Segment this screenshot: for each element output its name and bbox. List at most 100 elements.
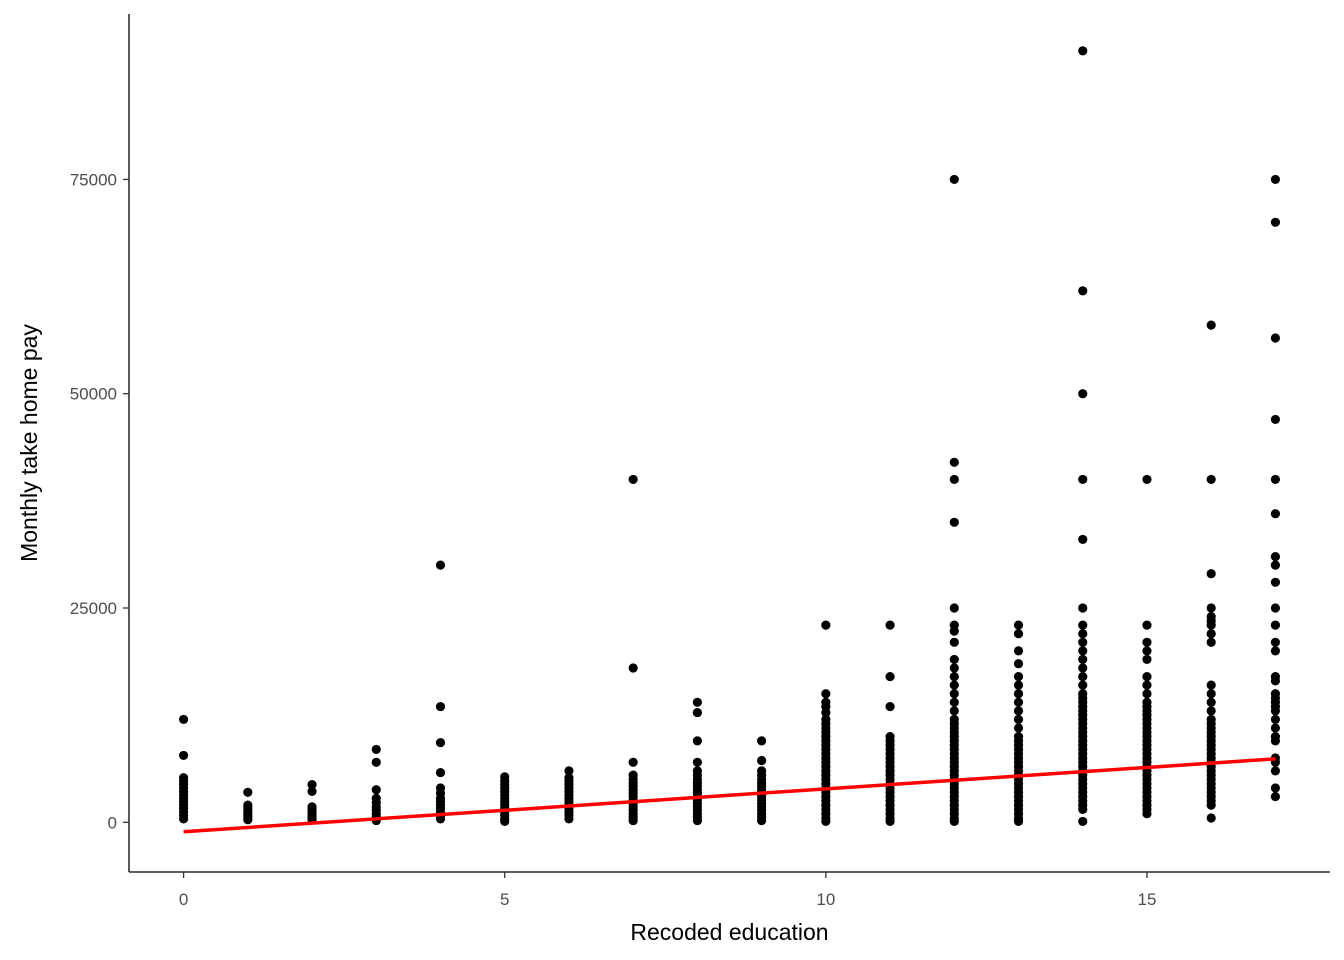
data-point [1013, 816, 1024, 827]
data-point [1078, 804, 1088, 815]
data-point [692, 736, 702, 746]
data-point [1270, 723, 1281, 733]
data-point [757, 755, 767, 766]
y-tick-label: 25000 [70, 599, 117, 618]
data-point [1206, 320, 1216, 330]
data-point [757, 736, 767, 746]
data-point [885, 701, 895, 712]
data-point [1142, 620, 1152, 630]
data-point [1270, 637, 1281, 647]
data-point [1270, 577, 1281, 587]
data-point [435, 814, 446, 824]
data-point [1270, 603, 1281, 613]
data-point [435, 701, 446, 712]
data-point [1270, 174, 1281, 185]
trend-line [183, 757, 1276, 834]
data-point [435, 560, 446, 570]
data-point [307, 779, 317, 790]
data-point [949, 697, 959, 707]
data-point [1013, 723, 1024, 733]
data-point [949, 663, 959, 673]
data-point [1013, 714, 1024, 725]
data-point [1142, 654, 1152, 665]
data-point [1013, 659, 1024, 669]
data-point [1142, 637, 1152, 647]
data-point [1206, 620, 1216, 630]
data-point [435, 767, 446, 778]
data-point [1078, 46, 1088, 56]
data-point [371, 785, 381, 795]
data-point [1270, 714, 1281, 725]
data-point [1142, 689, 1152, 699]
data-point [1013, 689, 1024, 699]
data-point [628, 815, 638, 826]
data-point [1206, 697, 1216, 707]
data-point [1270, 676, 1281, 686]
data-point [949, 474, 959, 485]
data-point [1206, 629, 1216, 639]
data-point [1078, 603, 1088, 613]
data-point [821, 620, 831, 630]
data-point [1270, 414, 1281, 425]
data-point [628, 474, 638, 485]
data-point [1206, 474, 1216, 485]
trend-layer [183, 757, 1276, 834]
y-tick-label: 50000 [70, 385, 117, 404]
data-point [949, 457, 959, 467]
data-point [949, 626, 959, 636]
data-point [949, 174, 959, 185]
data-point [1270, 217, 1281, 227]
data-point [692, 697, 702, 707]
data-point [949, 517, 959, 527]
x-tick-label: 15 [1137, 890, 1156, 909]
data-point [178, 814, 189, 824]
data-point [821, 707, 831, 718]
data-point [885, 671, 895, 682]
data-point [1142, 680, 1152, 690]
data-point [1013, 697, 1024, 707]
data-point [1206, 637, 1216, 647]
data-point [949, 603, 959, 613]
data-point [949, 637, 959, 647]
data-point [885, 620, 895, 630]
data-point [1206, 706, 1216, 716]
x-axis-title: Recoded education [630, 919, 828, 945]
data-point [1206, 569, 1216, 579]
data-point [1270, 736, 1281, 746]
data-point [821, 816, 831, 827]
data-point [1270, 791, 1281, 802]
data-point [1270, 766, 1281, 776]
data-point [564, 766, 574, 776]
data-point [1078, 620, 1088, 630]
data-point [500, 816, 510, 827]
y-axis-title: Monthly take home pay [16, 324, 42, 562]
data-point [1270, 474, 1281, 485]
data-point [1270, 333, 1281, 343]
y-tick-label: 0 [108, 813, 117, 832]
data-point [628, 663, 638, 673]
data-point [243, 787, 253, 797]
points-layer [178, 46, 1281, 827]
data-point [243, 815, 253, 825]
y-tick-label: 75000 [70, 170, 117, 189]
data-point [1206, 800, 1216, 810]
data-point [1270, 551, 1281, 562]
data-point [1013, 646, 1024, 656]
data-point [949, 689, 959, 699]
data-point [1078, 474, 1088, 485]
data-point [1206, 689, 1216, 699]
data-point [1013, 680, 1024, 690]
data-point [1078, 637, 1088, 647]
data-point [1270, 560, 1281, 570]
data-point [1142, 671, 1152, 682]
data-point [692, 815, 702, 826]
data-point [949, 680, 959, 690]
data-point [1078, 816, 1088, 827]
data-point [371, 744, 381, 755]
data-point [949, 706, 959, 716]
y-axis-ticks: 0 25000 50000 75000 [70, 170, 129, 832]
data-point [1078, 671, 1088, 682]
data-point [1270, 646, 1281, 656]
data-point [692, 757, 702, 767]
